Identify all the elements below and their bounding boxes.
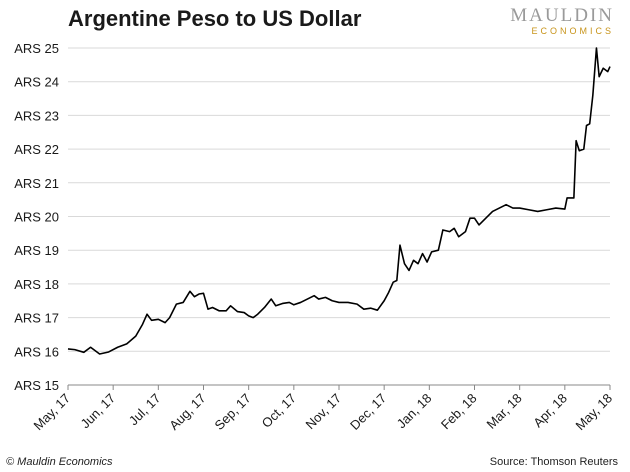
x-tick-labels: May, 17 Jun, 17 Jul, 17 Aug, 17 Sep, 17 Oct, … <box>30 391 615 434</box>
y-tick-label: ARS 17 <box>14 311 59 326</box>
series-line <box>67 47 611 355</box>
y-tick-label: ARS 15 <box>14 378 59 393</box>
y-tick-label: ARS 22 <box>14 142 59 157</box>
logo-sub: ECONOMICS <box>531 26 614 36</box>
x-tick-label: Jul, 17 <box>126 391 164 429</box>
x-tick-label: Apr, 18 <box>530 391 570 431</box>
x-tick-label: Feb, 18 <box>438 391 480 433</box>
x-tick-label: Sep, 17 <box>211 391 253 433</box>
y-tick-label: ARS 16 <box>14 344 59 359</box>
x-tick-label: Jun, 17 <box>78 391 119 432</box>
series-layer <box>67 47 611 355</box>
axes <box>67 384 611 390</box>
x-tick-label: Dec, 17 <box>347 391 389 433</box>
x-tick-label: May, 17 <box>30 391 73 434</box>
y-tick-label: ARS 21 <box>14 176 59 191</box>
source-text: Source: Thomson Reuters <box>489 456 618 468</box>
x-tick-label: Jan, 18 <box>394 391 435 432</box>
x-tick-label: Aug, 17 <box>166 391 208 433</box>
y-tick-label: ARS 24 <box>14 75 59 90</box>
y-tick-label: ARS 23 <box>14 108 59 123</box>
x-tick-label: Oct, 17 <box>259 391 299 431</box>
copyright-text: © Mauldin Economics <box>6 456 113 468</box>
y-tick-label: ARS 19 <box>14 243 59 258</box>
chart-title: Argentine Peso to US Dollar <box>68 6 362 31</box>
y-tick-label: ARS 18 <box>14 277 59 292</box>
y-tick-label: ARS 25 <box>14 41 59 56</box>
x-tick-label: Nov, 17 <box>303 391 345 433</box>
logo-brand: MAULDIN <box>510 5 614 26</box>
y-tick-labels: ARS 15 ARS 16 ARS 17 ARS 18 ARS 19 ARS 20 ARS … <box>14 41 59 393</box>
x-tick-label: May, 18 <box>572 391 615 434</box>
x-tick-label: Mar, 18 <box>484 391 525 432</box>
y-tick-label: ARS 20 <box>14 210 59 225</box>
mauldin-logo: MAULDIN ECONOMICS <box>510 6 614 37</box>
gridlines <box>68 47 610 352</box>
